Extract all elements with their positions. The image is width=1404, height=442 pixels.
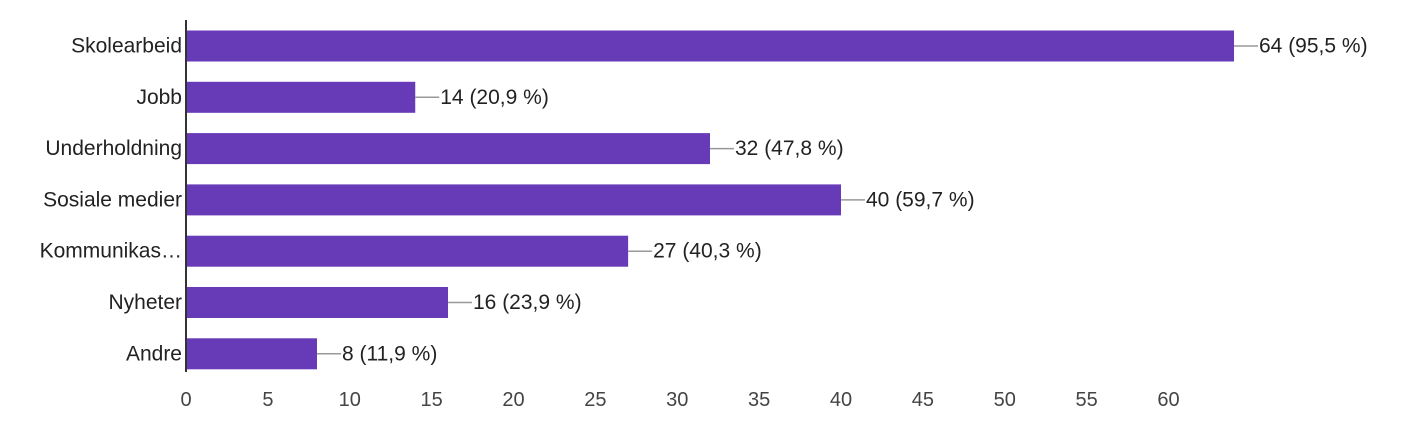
- category-label: Skolearbeid: [71, 35, 182, 58]
- x-tick-label: 25: [584, 389, 606, 411]
- x-tick-label: 10: [339, 389, 361, 411]
- x-tick-label: 35: [748, 389, 770, 411]
- x-tick-label: 5: [262, 389, 273, 411]
- data-label: 64 (95,5 %): [1259, 35, 1368, 58]
- bar-4: [186, 235, 629, 267]
- category-label: Kommunikas…: [40, 240, 182, 263]
- category-label: Jobb: [136, 86, 182, 109]
- category-label: Nyheter: [108, 291, 182, 314]
- data-label: 8 (11,9 %): [342, 342, 437, 365]
- category-label: Underholdning: [45, 137, 182, 160]
- data-label: 27 (40,3 %): [653, 240, 762, 263]
- x-tick-label: 60: [1157, 389, 1179, 411]
- data-label: 40 (59,7 %): [866, 188, 975, 211]
- bar-0: [186, 30, 1234, 62]
- bar-6: [186, 338, 317, 370]
- data-label: 16 (23,9 %): [473, 291, 582, 314]
- category-label: Andre: [126, 342, 182, 365]
- bars-layer: [186, 30, 1234, 370]
- x-tick-label: 50: [994, 389, 1016, 411]
- axes-layer: 0 5 10 15 20 25 30 35 40 45 50 55 60: [180, 20, 1180, 411]
- bar-3: [186, 184, 841, 216]
- bar-2: [186, 133, 710, 165]
- category-label: Sosiale medier: [43, 188, 182, 211]
- x-tick-label: 45: [912, 389, 934, 411]
- x-tick-label: 55: [1076, 389, 1098, 411]
- x-tick-label: 15: [421, 389, 443, 411]
- data-label: 32 (47,8 %): [735, 137, 844, 160]
- data-label: 14 (20,9 %): [440, 86, 549, 109]
- labels-layer: Skolearbeid 64 (95,5 %) Jobb 14 (20,9 %) Und…: [40, 35, 1368, 366]
- bar-1: [186, 81, 416, 113]
- x-tick-label: 0: [180, 389, 191, 411]
- x-tick-label: 20: [502, 389, 524, 411]
- bar-5: [186, 287, 448, 318]
- x-tick-label: 40: [830, 389, 852, 411]
- x-tick-label: 30: [666, 389, 688, 411]
